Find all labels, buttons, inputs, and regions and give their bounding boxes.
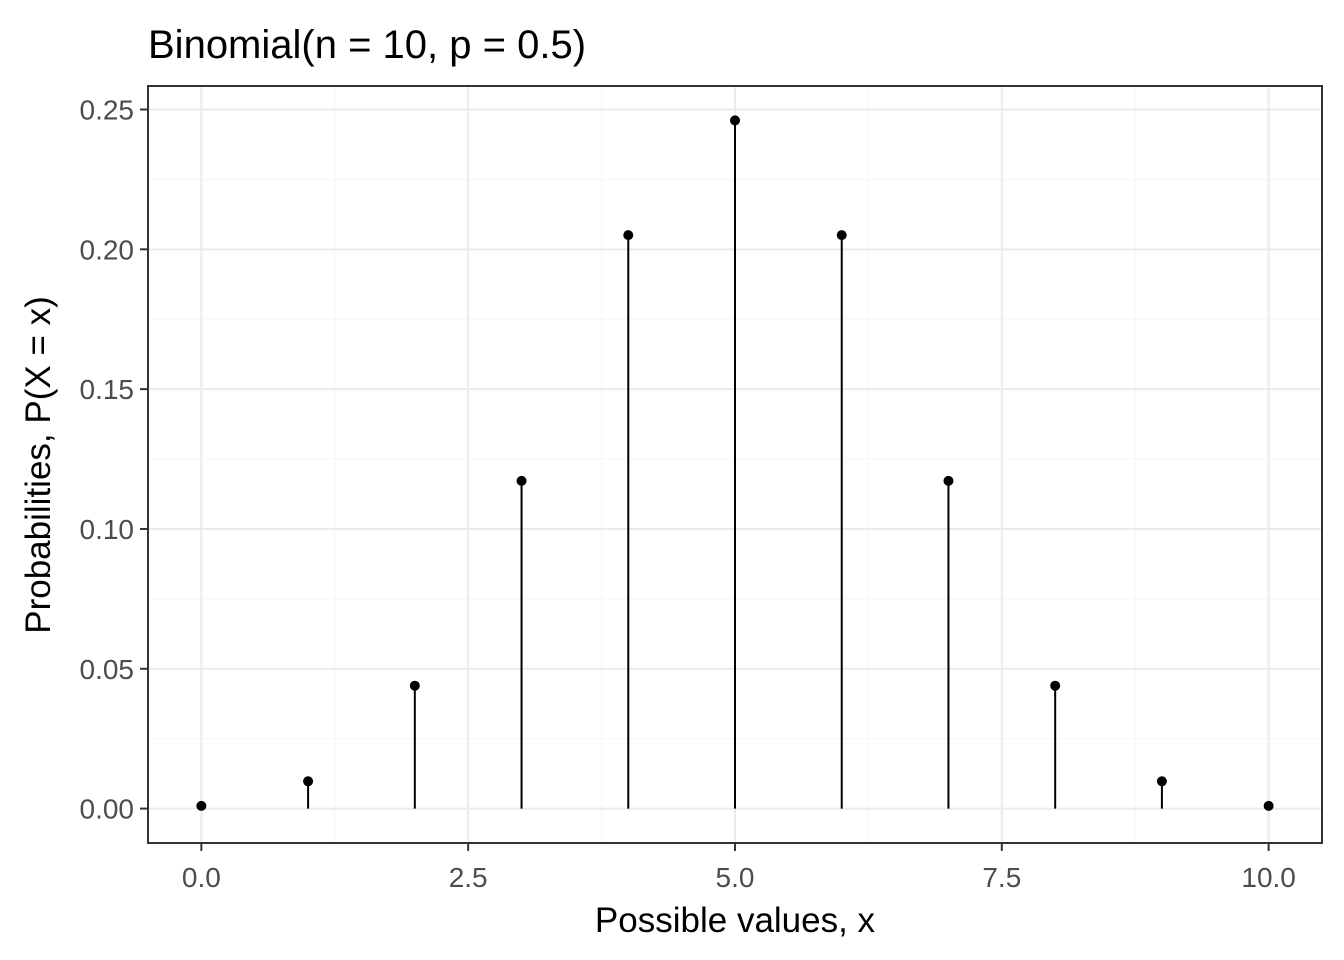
x-tick-label: 5.0 (716, 862, 755, 893)
x-tick-label: 10.0 (1241, 862, 1296, 893)
x-axis-title: Possible values, x (595, 901, 876, 940)
y-axis-title: Probabilities, P(X = x) (19, 296, 58, 634)
point (516, 475, 527, 486)
y-tick-label: 0.05 (80, 654, 135, 685)
y-tick-label: 0.10 (80, 514, 135, 545)
point (943, 475, 954, 486)
y-tick-label: 0.20 (80, 234, 135, 265)
x-axis: 0.0 2.5 5.0 7.5 10.0 (182, 843, 1296, 893)
panel (147, 85, 1323, 844)
point (623, 230, 634, 241)
y-tick-label: 0.00 (80, 794, 135, 825)
y-axis: 0.00 0.05 0.10 0.15 0.20 0.25 (80, 94, 148, 825)
point (1156, 776, 1167, 787)
point (1263, 800, 1274, 811)
y-tick-label: 0.15 (80, 374, 135, 405)
point (730, 115, 740, 126)
point (303, 776, 314, 787)
point (196, 800, 207, 811)
point (836, 230, 847, 241)
point (409, 680, 420, 691)
x-tick-label: 2.5 (449, 862, 488, 893)
lollipop-marks (196, 115, 1274, 811)
x-tick-label: 7.5 (982, 862, 1021, 893)
x-tick-label: 0.0 (182, 862, 221, 893)
chart-title: Binomial(n = 10, p = 0.5) (148, 23, 586, 67)
y-tick-label: 0.25 (80, 94, 135, 125)
point (1050, 680, 1061, 691)
